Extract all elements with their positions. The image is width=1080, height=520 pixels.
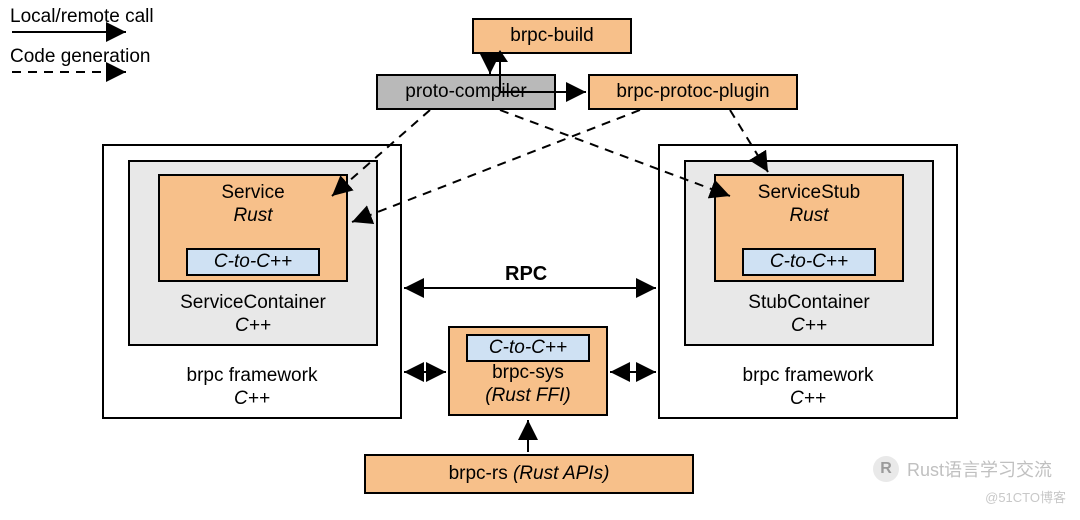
- credit-text: @51CTO博客: [985, 487, 1066, 506]
- service-title: Service: [221, 182, 284, 205]
- legend-solid-label: Local/remote call: [10, 6, 154, 28]
- left-framework-lang: C++: [234, 388, 270, 411]
- brpc-protoc-plugin-box: brpc-protoc-plugin: [588, 74, 798, 110]
- service-lang: Rust: [233, 205, 272, 228]
- brpc-sys-subtitle: (Rust FFI): [485, 385, 571, 408]
- brpc-rs-label-italic: (Rust APIs): [513, 463, 609, 484]
- left-c-to-cpp-box: C-to-C++: [186, 248, 320, 276]
- right-c-to-cpp-box: C-to-C++: [742, 248, 876, 276]
- service-stub-title: ServiceStub: [758, 182, 860, 205]
- watermark-icon: R: [873, 456, 899, 482]
- stub-container-title: StubContainer: [748, 292, 869, 315]
- rpc-label: RPC: [505, 263, 547, 286]
- left-framework-title: brpc framework: [187, 365, 318, 388]
- service-stub-lang: Rust: [789, 205, 828, 228]
- brpc-rs-box: brpc-rs (Rust APIs): [364, 454, 694, 494]
- stub-container-lang: C++: [791, 315, 827, 338]
- brpc-build-box: brpc-build: [472, 18, 632, 54]
- proto-compiler-box: proto-compiler: [376, 74, 556, 110]
- service-container-title: ServiceContainer: [180, 292, 326, 315]
- right-framework-lang: C++: [790, 388, 826, 411]
- watermark: R Rust语言学习交流: [873, 456, 1052, 482]
- brpc-sys-title: brpc-sys: [492, 362, 564, 385]
- legend-dashed-label: Code generation: [10, 46, 151, 68]
- watermark-text: Rust语言学习交流: [907, 456, 1052, 482]
- brpc-sys-c-to-cpp-box: C-to-C++: [466, 334, 590, 362]
- right-framework-title: brpc framework: [743, 365, 874, 388]
- brpc-rs-label-plain: brpc-rs: [449, 463, 513, 484]
- service-container-lang: C++: [235, 315, 271, 338]
